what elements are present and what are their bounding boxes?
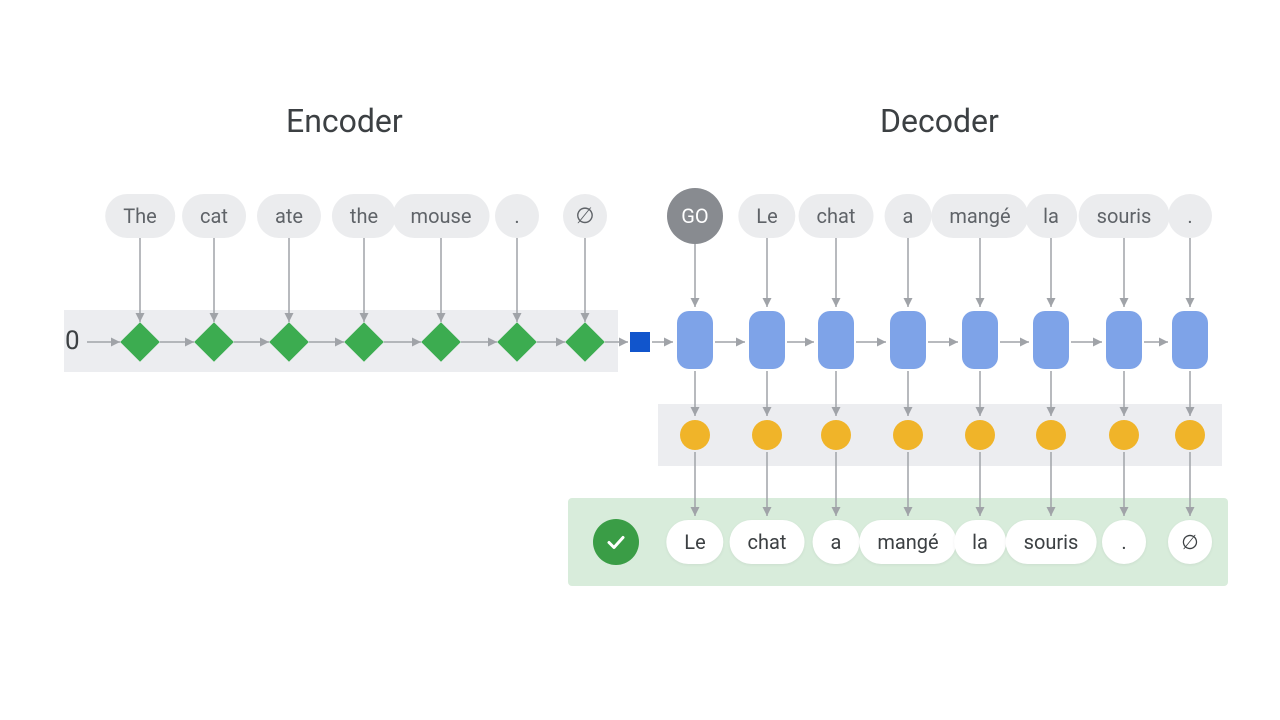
decoder-cell (890, 311, 926, 369)
encoder-token: . (495, 194, 539, 238)
context-vector (630, 332, 650, 352)
arrows-layer (0, 0, 1280, 720)
decoder-cell (1106, 311, 1142, 369)
decoder-input-token: souris (1079, 194, 1170, 238)
decoder-cell (1033, 311, 1069, 369)
decoder-output-node (1036, 420, 1066, 450)
decoder-output-node (680, 420, 710, 450)
decoder-output-node (1109, 420, 1139, 450)
decoder-output-token: chat (730, 520, 805, 564)
decoder-input-token: . (1168, 194, 1212, 238)
encoder-token: mouse (393, 194, 490, 238)
decoder-output-node (965, 420, 995, 450)
decoder-output-token-null: ∅ (1168, 520, 1212, 564)
encoder-token: cat (182, 194, 246, 238)
encoder-token: the (332, 194, 396, 238)
decoder-input-token: la (1025, 194, 1077, 238)
encoder-token: The (105, 194, 175, 238)
decoder-input-token: a (885, 194, 932, 238)
decoder-output-token: Le (666, 520, 723, 564)
check-icon (593, 519, 639, 565)
decoder-output-token: a (813, 520, 860, 564)
decoder-cell (962, 311, 998, 369)
decoder-input-token: Le (738, 194, 795, 238)
encoder-token: ate (257, 194, 321, 238)
decoder-cell (677, 311, 713, 369)
decoder-go-token: GO (667, 188, 723, 244)
decoder-output-token: mangé (859, 520, 956, 564)
decoder-cell (749, 311, 785, 369)
decoder-output-node (821, 420, 851, 450)
decoder-output-token: la (954, 520, 1006, 564)
decoder-input-token: chat (799, 194, 874, 238)
decoder-cell (1172, 311, 1208, 369)
encoder-zero: 0 (65, 326, 80, 356)
decoder-cell (818, 311, 854, 369)
decoder-output-node (1175, 420, 1205, 450)
decoder-input-token: mangé (931, 194, 1028, 238)
decoder-output-token: souris (1006, 520, 1097, 564)
decoder-output-node (752, 420, 782, 450)
decoder-output-token: . (1102, 520, 1146, 564)
decoder-output-node (893, 420, 923, 450)
encoder-token-null: ∅ (563, 194, 607, 238)
